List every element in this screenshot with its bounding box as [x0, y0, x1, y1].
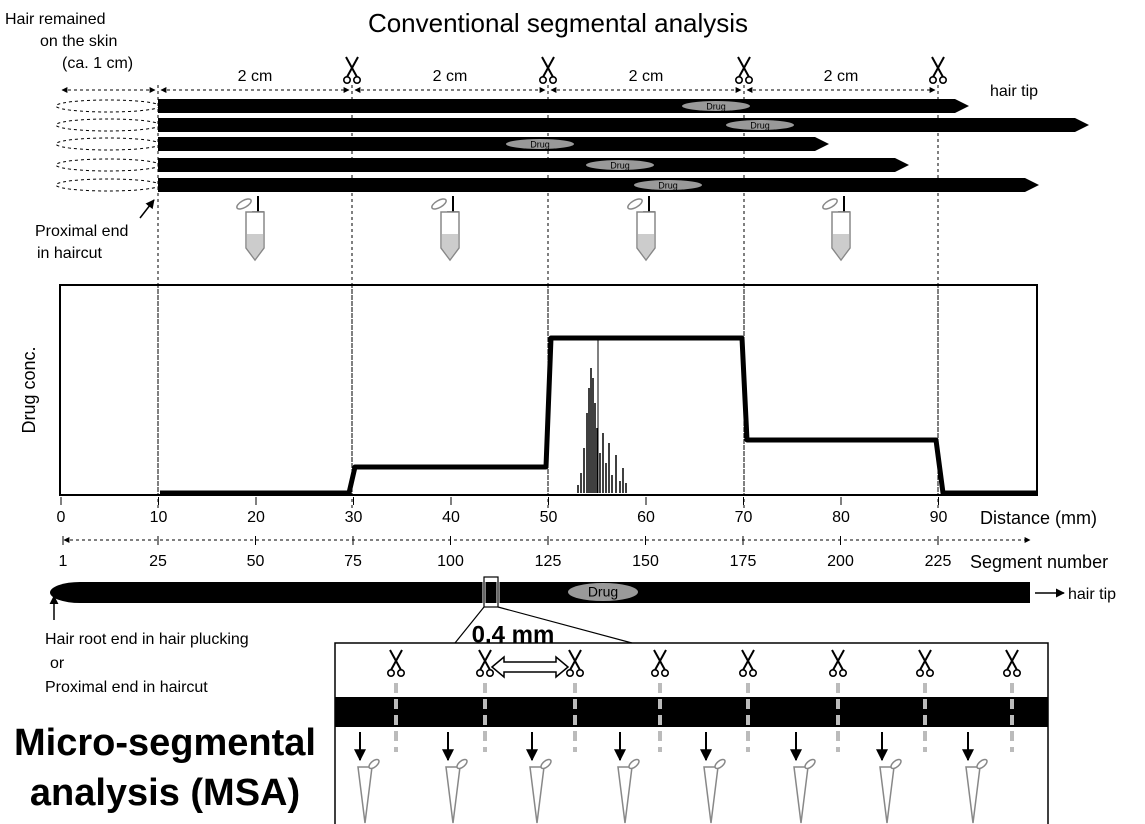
drug-spot	[506, 139, 574, 149]
segment-tick-label: 225	[925, 553, 952, 570]
tube	[234, 196, 265, 261]
hair-loop	[55, 178, 161, 192]
title: Conventional segmental analysis	[368, 8, 748, 38]
segment-tick-label: 175	[730, 553, 757, 570]
distance-tick-label: 50	[540, 509, 558, 526]
tube	[429, 196, 460, 261]
proximal-label: Proximal end	[35, 223, 128, 240]
hair	[158, 99, 969, 113]
hair-tip: hair tip	[1068, 586, 1116, 603]
collection-tube	[703, 757, 728, 824]
root-label: Hair root end in hair plucking	[45, 631, 249, 648]
collection-tube	[445, 757, 470, 824]
hair	[158, 137, 829, 151]
segment-label: Segment number	[970, 552, 1108, 572]
proximal-arrow	[139, 199, 155, 219]
segment-length: 2 cm	[824, 68, 859, 85]
long-hair	[50, 582, 1031, 603]
scissors	[828, 649, 848, 678]
scissors	[475, 649, 495, 678]
distance-tick-label: 40	[442, 509, 460, 526]
distance-tick-label: 0	[57, 509, 66, 526]
drug-label: Drug	[750, 120, 770, 130]
tube	[820, 196, 851, 261]
scissors	[915, 649, 935, 678]
hair-loop	[55, 118, 161, 132]
segment-length: 2 cm	[238, 68, 273, 85]
segment-length: 2 cm	[433, 68, 468, 85]
drug-profile	[160, 335, 1037, 496]
drug-spot	[726, 120, 794, 130]
segment-tick-label: 100	[437, 553, 464, 570]
segment-tick-label: 75	[344, 553, 362, 570]
hair-loop	[55, 158, 161, 172]
zoom-line	[497, 606, 633, 644]
scissors	[565, 649, 585, 678]
drug-label: Drug	[588, 584, 618, 600]
drug-spot	[586, 160, 654, 170]
root-label: or	[50, 655, 65, 672]
drug-label: Drug	[658, 180, 678, 190]
scissors	[650, 649, 670, 678]
scissors	[928, 56, 948, 85]
zoom-box	[483, 576, 499, 608]
drug-label: Drug	[706, 101, 726, 111]
scissors	[738, 649, 758, 678]
segment-tick-label: 50	[247, 553, 265, 570]
distance-tick-label: 20	[247, 509, 265, 526]
skin-hair-label: (ca. 1 cm)	[62, 55, 133, 72]
distance-tick-label: 80	[832, 509, 850, 526]
msa-frame	[334, 642, 1049, 824]
scissors	[538, 56, 558, 85]
segment-tick-label: 25	[149, 553, 167, 570]
hair	[158, 158, 909, 172]
y-axis-label: Drug conc.	[19, 346, 39, 433]
msa-hair	[335, 697, 1048, 727]
segment-tick-label: 150	[632, 553, 659, 570]
collection-tube	[793, 757, 818, 824]
segment-length: 2 cm	[629, 68, 664, 85]
scissors	[386, 649, 406, 678]
distance-tick-label: 10	[150, 509, 168, 526]
skin-hair-label: on the skin	[40, 33, 117, 50]
hair	[158, 178, 1039, 192]
hair-loop	[55, 99, 161, 113]
collection-tube	[529, 757, 554, 824]
segment-tick-label: 1	[59, 553, 68, 570]
drug-spot	[568, 583, 638, 601]
distance-tick-label: 70	[735, 509, 753, 526]
hair	[158, 118, 1089, 132]
drug-label: Drug	[530, 139, 550, 149]
hair-tip: hair tip	[990, 83, 1038, 100]
scissors	[734, 56, 754, 85]
scissors	[342, 56, 362, 85]
collection-tube	[879, 757, 904, 824]
drug-spot	[634, 180, 702, 190]
segment-tick-label: 200	[827, 553, 854, 570]
root-label: Proximal end in haircut	[45, 679, 208, 696]
msa-title: analysis (MSA)	[30, 772, 300, 814]
collection-tube	[965, 757, 990, 824]
drug-spot	[682, 101, 750, 111]
width-arrow	[490, 655, 570, 679]
collection-tube	[617, 757, 642, 824]
skin-hair-label: Hair remained	[5, 11, 105, 28]
distance-tick-label: 90	[930, 509, 948, 526]
segment-tick-label: 125	[535, 553, 562, 570]
proximal-label: in haircut	[37, 245, 102, 262]
micro-width: 0.4 mm	[472, 621, 555, 648]
distance-tick-label: 60	[637, 509, 655, 526]
distance-label: Distance (mm)	[980, 508, 1097, 528]
zoom-line	[454, 606, 485, 644]
hair-loop	[55, 137, 161, 151]
msa-title: Micro-segmental	[14, 722, 316, 764]
scissors	[1002, 649, 1022, 678]
tube	[625, 196, 656, 261]
drug-label: Drug	[610, 160, 630, 170]
collection-tube	[357, 757, 382, 824]
distance-tick-label: 30	[345, 509, 363, 526]
